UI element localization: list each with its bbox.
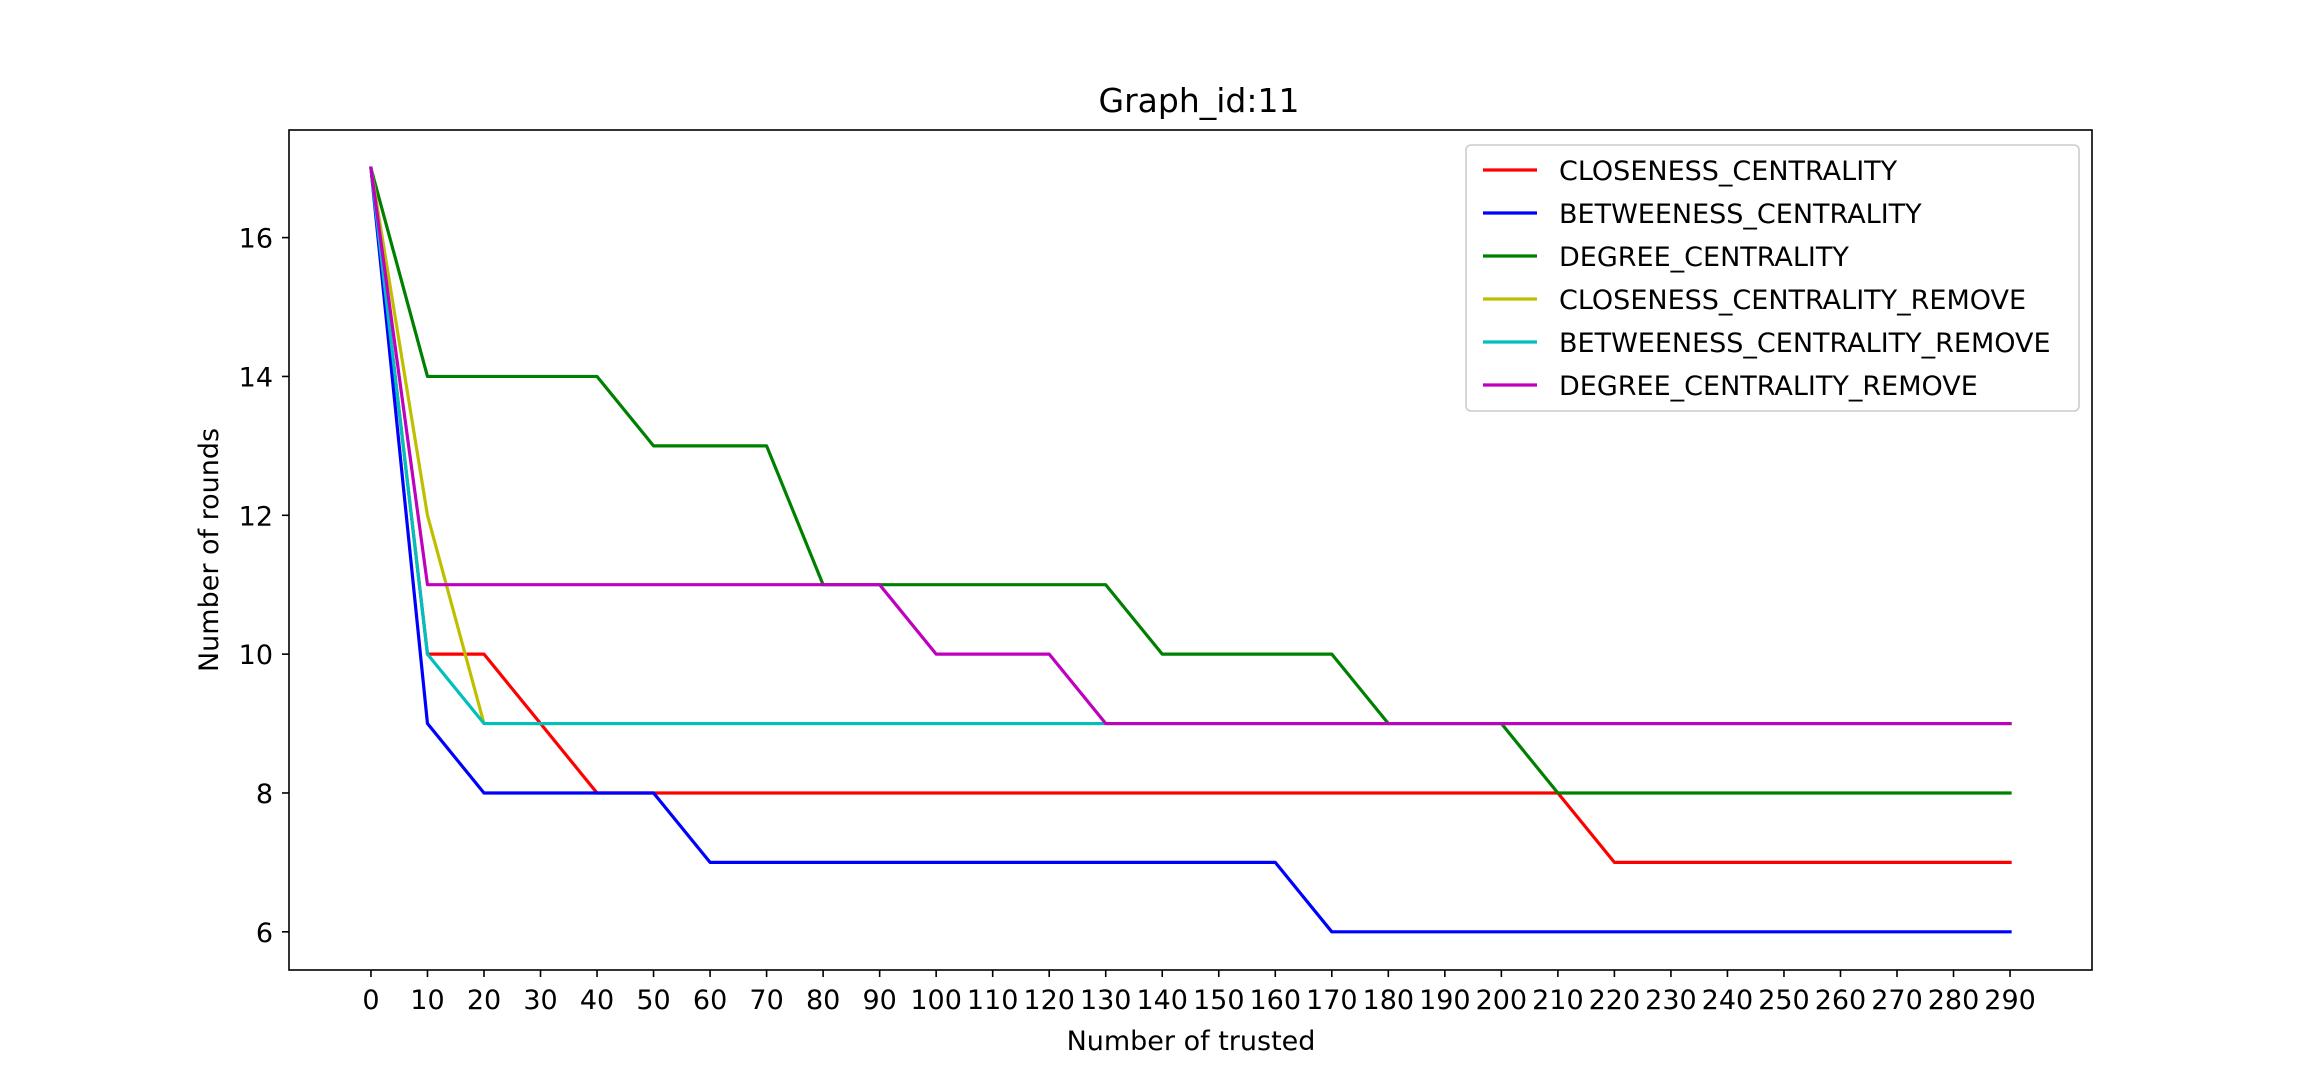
x-tick-label: 100: [910, 985, 962, 1016]
y-tick-label: 12: [239, 501, 273, 532]
x-tick-label: 150: [1193, 985, 1245, 1016]
x-tick-label: 0: [362, 985, 379, 1016]
y-tick-label: 6: [256, 918, 273, 949]
legend-label: BETWEENESS_CENTRALITY_REMOVE: [1559, 328, 2051, 359]
x-tick-label: 40: [580, 985, 614, 1016]
chart-title: Graph_id:11: [1099, 81, 1300, 120]
y-tick-label: 16: [239, 224, 273, 255]
series-line-3: [368, 166, 2012, 795]
x-tick-label: 270: [1871, 985, 1923, 1016]
legend-label: CLOSENESS_CENTRALITY: [1559, 156, 1898, 187]
x-tick-label: 90: [862, 985, 896, 1016]
x-tick-label: 80: [806, 985, 840, 1016]
x-tick-label: 60: [693, 985, 727, 1016]
x-axis-label: Number of trusted: [1067, 1026, 1316, 1057]
x-tick-label: 50: [636, 985, 670, 1016]
y-tick-label: 10: [239, 640, 273, 671]
x-tick-label: 170: [1306, 985, 1358, 1016]
x-tick-label: 160: [1250, 985, 1302, 1016]
y-tick-label: 14: [239, 362, 273, 393]
plot-frame: [288, 129, 2093, 971]
x-tick-label: 290: [1984, 985, 2036, 1016]
y-axis-label: Number of rounds: [194, 428, 225, 672]
y-tick-label: 8: [256, 779, 273, 810]
x-tick-label: 30: [523, 985, 557, 1016]
x-tick-label: 210: [1532, 985, 1584, 1016]
series-layer: [368, 166, 2012, 934]
x-tick-label: 70: [749, 985, 783, 1016]
legend-box: [1465, 144, 2080, 412]
x-tick-label: 240: [1702, 985, 1754, 1016]
series-line-2: [369, 166, 2012, 934]
x-tick-label: 110: [967, 985, 1019, 1016]
x-tick-label: 120: [1023, 985, 1075, 1016]
x-tick-label: 190: [1419, 985, 1471, 1016]
x-tick-label: 230: [1645, 985, 1697, 1016]
x-axis: 0 10 20 30 40 50 60 70 80 90 100 110 120 130 140 150 160…: [362, 970, 2036, 1016]
legend-label: DEGREE_CENTRALITY_REMOVE: [1559, 371, 1978, 402]
legend: CLOSENESS_CENTRALITY BETWEENESS_CENTRALIT…: [1465, 144, 2080, 412]
series-line-6: [369, 166, 2012, 726]
x-tick-label: 180: [1363, 985, 1415, 1016]
legend-label: CLOSENESS_CENTRALITY_REMOVE: [1559, 285, 2026, 316]
x-tick-label: 140: [1136, 985, 1188, 1016]
x-tick-label: 20: [467, 985, 501, 1016]
x-tick-label: 200: [1476, 985, 1528, 1016]
x-tick-label: 10: [410, 985, 444, 1016]
x-tick-label: 130: [1080, 985, 1132, 1016]
y-axis: 6 8 10 12 14 16: [239, 224, 289, 949]
legend-label: DEGREE_CENTRALITY: [1559, 242, 1849, 273]
x-tick-label: 260: [1815, 985, 1867, 1016]
x-tick-label: 280: [1928, 985, 1980, 1016]
legend-label: BETWEENESS_CENTRALITY: [1559, 199, 1922, 230]
x-tick-label: 250: [1758, 985, 1810, 1016]
x-tick-label: 220: [1589, 985, 1641, 1016]
